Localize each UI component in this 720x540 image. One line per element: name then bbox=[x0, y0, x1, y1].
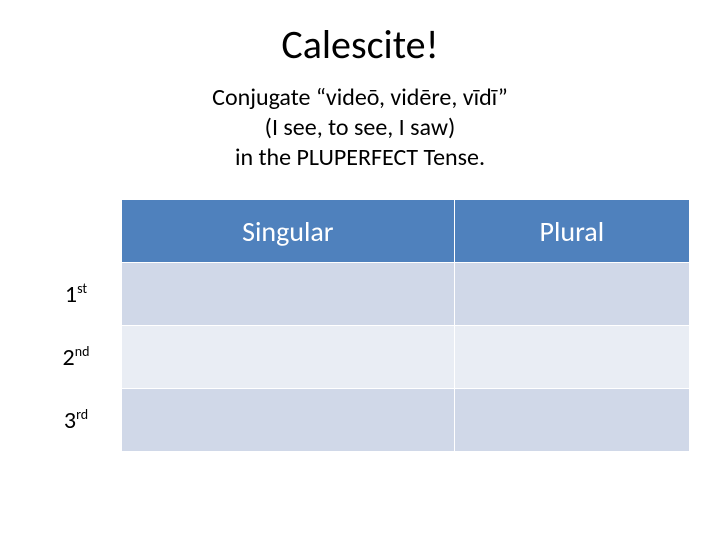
page-title: Calescite! bbox=[30, 20, 690, 69]
table-row: 2nd bbox=[31, 326, 689, 388]
cell-3rd-plural bbox=[455, 389, 689, 451]
cell-1st-plural bbox=[455, 263, 689, 325]
cell-2nd-plural bbox=[455, 326, 689, 388]
col-header-singular: Singular bbox=[122, 200, 454, 262]
cell-1st-singular bbox=[122, 263, 454, 325]
person-number: 3 bbox=[64, 406, 76, 435]
instructions-block: Conjugate “videō, vidēre, vīdī” (I see, … bbox=[30, 83, 690, 173]
table-row: 1st bbox=[31, 263, 689, 325]
person-suffix: nd bbox=[75, 343, 90, 360]
col-header-plural: Plural bbox=[455, 200, 689, 262]
cell-2nd-singular bbox=[122, 326, 454, 388]
table: Singular Plural 1st 2nd bbox=[30, 199, 690, 452]
row-label-2nd: 2nd bbox=[31, 326, 121, 388]
instruction-line-3: in the PLUPERFECT Tense. bbox=[30, 143, 690, 173]
person-number: 2 bbox=[63, 343, 75, 372]
slide: Calescite! Conjugate “videō, vidēre, vīd… bbox=[0, 0, 720, 540]
person-suffix: st bbox=[77, 280, 87, 297]
row-label-3rd: 3rd bbox=[31, 389, 121, 451]
person-number: 1 bbox=[65, 280, 77, 309]
person-suffix: rd bbox=[76, 406, 88, 423]
conjugation-table: Singular Plural 1st 2nd bbox=[30, 199, 690, 452]
row-label-1st: 1st bbox=[31, 263, 121, 325]
corner-cell bbox=[31, 200, 121, 262]
cell-3rd-singular bbox=[122, 389, 454, 451]
table-row: 3rd bbox=[31, 389, 689, 451]
table-header-row: Singular Plural bbox=[31, 200, 689, 262]
instruction-line-2: (I see, to see, I saw) bbox=[30, 113, 690, 143]
instruction-line-1: Conjugate “videō, vidēre, vīdī” bbox=[30, 83, 690, 113]
